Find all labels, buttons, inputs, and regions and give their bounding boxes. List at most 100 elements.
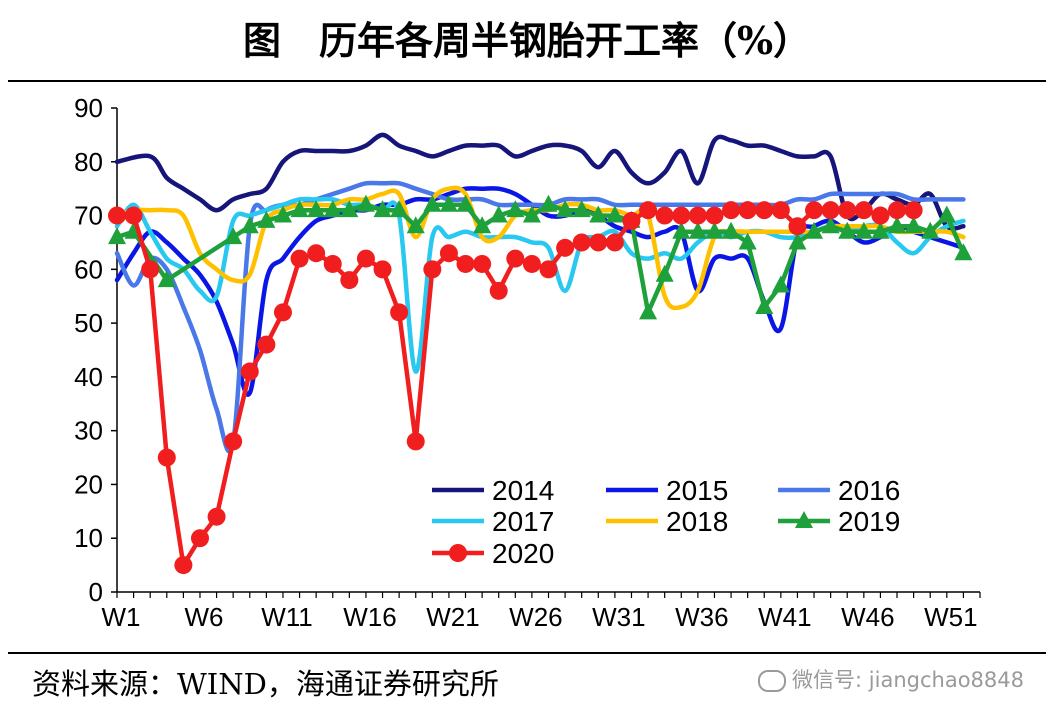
point-2019 (672, 221, 691, 239)
y-tick-label: 20 (74, 469, 103, 499)
point-2020 (141, 260, 160, 279)
point-2020 (124, 206, 143, 225)
point-2019 (439, 194, 458, 212)
point-2020 (572, 233, 591, 252)
point-2020 (556, 238, 575, 257)
point-2020 (639, 201, 658, 220)
point-2020 (323, 254, 342, 273)
point-2019 (390, 200, 409, 218)
y-tick-label: 60 (74, 254, 103, 284)
point-2020 (871, 206, 890, 225)
point-2019 (290, 200, 309, 218)
watermark: 微信号: jiangchao8848 (758, 660, 1024, 700)
point-2019 (157, 270, 176, 288)
y-tick-label: 40 (74, 362, 103, 392)
point-2020 (838, 201, 857, 220)
point-2019 (655, 264, 674, 282)
y-tick-label: 80 (74, 147, 103, 177)
point-2019 (854, 221, 873, 239)
point-2020 (589, 233, 608, 252)
point-2020 (240, 362, 259, 381)
x-tick-label: W51 (924, 602, 977, 632)
point-2019 (572, 200, 591, 218)
point-2019 (738, 232, 757, 250)
point-2019 (639, 302, 658, 320)
y-tick-label: 10 (74, 523, 103, 553)
point-2020 (771, 201, 790, 220)
point-2019 (954, 243, 973, 261)
point-2019 (589, 205, 608, 223)
point-2019 (373, 200, 392, 218)
legend-marker-2019 (795, 511, 813, 528)
legend-label-2019: 2019 (838, 506, 900, 537)
x-tick-label: W36 (675, 602, 728, 632)
legend-label-2020: 2020 (492, 538, 554, 569)
point-2020 (904, 201, 923, 220)
point-2019 (937, 205, 956, 223)
point-2019 (888, 216, 907, 234)
chart-title: 图 历年各周半钢胎开工率（%） (242, 18, 812, 63)
point-2019 (307, 200, 326, 218)
point-2019 (755, 296, 774, 314)
point-2020 (805, 201, 824, 220)
legend-marker-2020 (449, 544, 467, 562)
point-2020 (174, 556, 193, 575)
legend-label-2015: 2015 (666, 475, 728, 506)
point-2020 (439, 244, 458, 263)
point-2019 (605, 205, 624, 223)
point-2020 (157, 448, 176, 467)
point-2019 (506, 200, 525, 218)
y-tick-label: 30 (74, 416, 103, 446)
point-2019 (456, 194, 475, 212)
point-2020 (755, 201, 774, 220)
point-2019 (273, 205, 292, 223)
x-tick-label: W46 (841, 602, 894, 632)
point-2019 (871, 221, 890, 239)
point-2020 (489, 281, 508, 300)
point-2019 (722, 221, 741, 239)
legend-label-2014: 2014 (492, 475, 554, 506)
point-2019 (688, 221, 707, 239)
point-2020 (307, 244, 326, 263)
source-note: 资料来源：WIND，海通证券研究所 (32, 667, 499, 701)
point-2020 (423, 260, 442, 279)
wechat-icon (758, 670, 787, 692)
point-2020 (854, 201, 873, 220)
point-2019 (224, 227, 243, 245)
x-tick-label: W1 (102, 602, 141, 632)
point-2019 (788, 232, 807, 250)
point-2020 (406, 432, 425, 451)
point-2020 (108, 206, 126, 225)
point-2019 (838, 221, 857, 239)
point-2020 (788, 217, 807, 236)
point-2020 (722, 201, 741, 220)
point-2019 (257, 210, 276, 228)
point-2019 (705, 221, 724, 239)
point-2020 (224, 432, 243, 451)
point-2019 (522, 205, 541, 223)
y-tick-label: 90 (74, 93, 103, 123)
point-2020 (290, 249, 309, 268)
point-2019 (340, 200, 359, 218)
series-line-2016 (114, 180, 966, 454)
point-2019 (108, 227, 126, 245)
point-2020 (539, 260, 558, 279)
legend-label-2016: 2016 (838, 475, 900, 506)
point-2020 (456, 254, 475, 273)
source-rule (8, 652, 1046, 654)
point-2019 (240, 216, 259, 234)
point-2020 (506, 249, 525, 268)
point-2020 (207, 507, 226, 526)
y-tick-label: 50 (74, 308, 103, 338)
y-tick-label: 70 (74, 201, 103, 231)
point-2020 (190, 529, 209, 548)
x-tick-label: W11 (261, 602, 313, 632)
y-tick-label: 0 (89, 577, 103, 607)
point-2020 (273, 303, 292, 322)
line-chart: 0 10 20 30 40 50 60 70 80 90 W1 W6 W11 W16 W21 W26 W31 W3… (74, 93, 981, 632)
x-tick-label: W41 (758, 602, 811, 632)
point-2020 (738, 201, 757, 220)
point-2020 (705, 206, 724, 225)
point-2019 (539, 194, 558, 212)
point-2020 (356, 249, 375, 268)
